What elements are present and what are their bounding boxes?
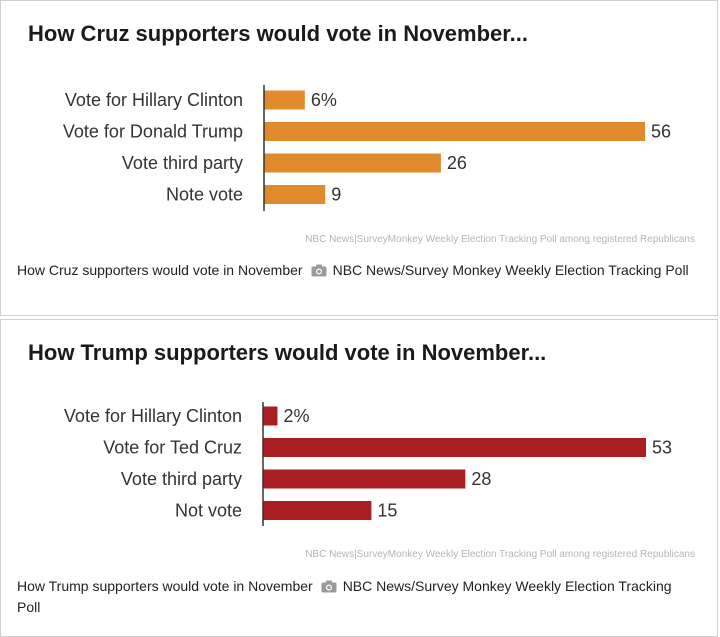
image-caption: How Cruz supporters would vote in Novemb…: [17, 261, 697, 282]
bar: [263, 501, 372, 520]
category-label: Vote for Ted Cruz: [103, 438, 242, 458]
caption-text: How Trump supporters would vote in Novem…: [17, 578, 313, 594]
category-label: Vote for Hillary Clinton: [65, 90, 243, 110]
chart-title: How Cruz supporters would vote in Novemb…: [28, 21, 528, 46]
bar: [264, 185, 326, 204]
category-label: Vote third party: [122, 153, 243, 173]
category-label: Vote for Donald Trump: [63, 122, 243, 142]
cruz-chart-panel: How Cruz supporters would vote in Novemb…: [0, 0, 718, 316]
bar: [264, 153, 441, 173]
caption-credit: NBC News/Survey Monkey Weekly Election T…: [17, 578, 672, 615]
data-label: 26: [447, 153, 467, 173]
chart-source: NBC News|SurveyMonkey Weekly Election Tr…: [305, 549, 695, 560]
caption-credit: NBC News/Survey Monkey Weekly Election T…: [332, 262, 689, 278]
category-label: Vote for Hillary Clinton: [64, 406, 242, 426]
caption-text: How Cruz supporters would vote in Novemb…: [17, 262, 303, 278]
trump-bar-chart: Vote for Hillary Clinton 2% Vote for Ted C…: [64, 402, 672, 526]
bar: [263, 469, 466, 489]
bar: [263, 406, 278, 426]
data-label: 15: [377, 501, 397, 521]
data-label: 28: [471, 469, 491, 489]
data-label: 53: [652, 438, 672, 458]
data-label: 2%: [283, 406, 309, 426]
data-label: 9: [331, 185, 341, 205]
bar: [264, 90, 305, 110]
bar: [264, 122, 645, 141]
trump-chart-panel: How Trump supporters would vote in Novem…: [0, 319, 718, 637]
chart-title: How Trump supporters would vote in Novem…: [28, 340, 547, 365]
category-label: Note vote: [166, 185, 243, 205]
image-caption: How Trump supporters would vote in Novem…: [17, 577, 697, 617]
camera-icon: [321, 579, 337, 598]
bar: [263, 438, 646, 457]
cruz-bar-chart: Vote for Hillary Clinton 6% Vote for Donal…: [63, 85, 671, 211]
category-label: Not vote: [175, 501, 242, 521]
data-label: 56: [651, 122, 671, 142]
category-label: Vote third party: [121, 469, 242, 489]
camera-icon: [311, 263, 327, 282]
data-label: 6%: [311, 90, 337, 110]
chart-source: NBC News|SurveyMonkey Weekly Election Tr…: [305, 234, 695, 245]
